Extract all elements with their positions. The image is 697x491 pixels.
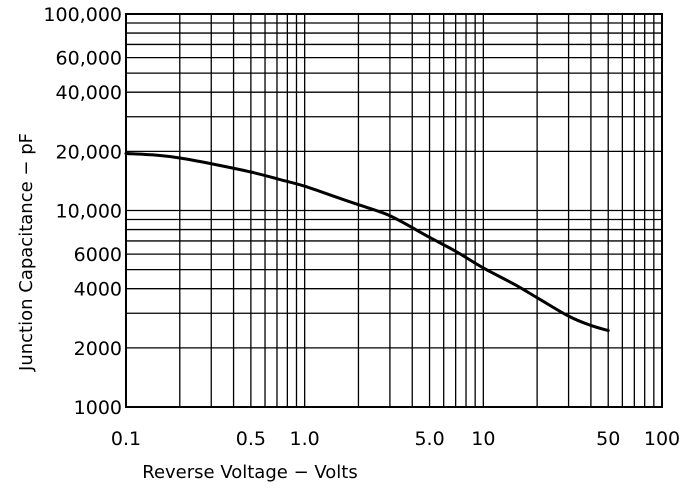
y-tick-label: 40,000 bbox=[56, 82, 122, 104]
x-axis-title: Reverse Voltage − Volts bbox=[142, 462, 357, 483]
y-tick-label: 10,000 bbox=[56, 201, 122, 223]
y-tick-label: 6000 bbox=[74, 244, 122, 266]
y-tick-label: 2000 bbox=[74, 338, 122, 360]
plot-frame bbox=[125, 13, 663, 408]
y-tick-label: 4000 bbox=[74, 279, 122, 301]
x-tick-label: 0.5 bbox=[236, 428, 266, 450]
x-tick-label: 10 bbox=[471, 428, 495, 450]
x-tick-label: 50 bbox=[596, 428, 620, 450]
capacitance-curve bbox=[124, 152, 610, 333]
y-tick-label: 1000 bbox=[74, 397, 122, 419]
y-tick-label: 20,000 bbox=[56, 141, 122, 163]
y-tick-labels: 1000 2000 4000 6000 10,000 20,000 40,000 60,000… bbox=[43, 4, 122, 419]
x-tick-label: 100 bbox=[644, 428, 680, 450]
grid bbox=[125, 13, 663, 408]
x-tick-labels: 0.1 0.5 1.0 5.0 10 50 100 bbox=[111, 428, 680, 450]
x-tick-label: 5.0 bbox=[414, 428, 444, 450]
y-tick-label: 60,000 bbox=[56, 48, 122, 70]
y-axis-title: Junction Capacitance − pF bbox=[16, 133, 37, 372]
y-tick-label: 100,000 bbox=[43, 4, 122, 26]
x-tick-label: 1.0 bbox=[290, 428, 320, 450]
x-tick-label: 0.1 bbox=[111, 428, 141, 450]
